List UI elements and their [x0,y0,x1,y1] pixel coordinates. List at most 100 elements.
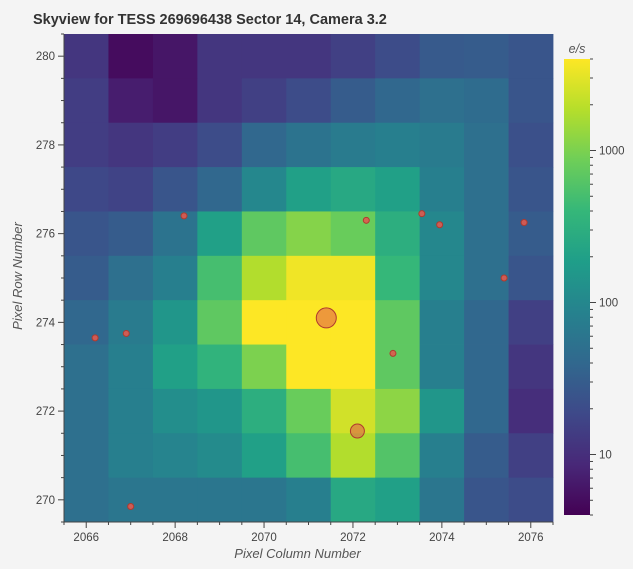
heatmap-cell [197,477,243,523]
chart-title: Skyview for TESS 269696438 Sector 14, Ca… [33,12,387,28]
heatmap-cell [508,433,554,479]
heatmap-cell [419,433,465,479]
y-tick-label: 270 [36,495,55,507]
heatmap-cell [152,388,198,434]
heatmap-cell [464,344,509,390]
heatmap-cell [508,388,554,434]
x-axis: 2066 2068 2070 2072 2074 2076 [63,521,554,544]
heatmap-cell [197,255,243,301]
heatmap-cell [152,344,198,390]
heatmap-cell [64,167,109,212]
heatmap-cell [241,300,287,345]
heatmap-cell [375,477,421,523]
heatmap-cell [152,433,198,479]
heatmap-cell [64,388,109,434]
star-marker [315,307,337,329]
x-tick-label: 2066 [73,532,99,544]
heatmap-cell [330,34,376,79]
heatmap-cell [464,477,509,523]
star-marker [127,502,135,510]
heatmap-cell [419,388,465,434]
heatmap-cell [286,344,332,390]
plot-area [64,34,554,523]
heatmap-cell [330,122,376,168]
y-tick-label: 280 [36,51,55,63]
heatmap-cell [508,477,554,523]
heatmap-cell [286,433,332,479]
heatmap-cell [108,300,154,345]
y-tick-label: 278 [36,140,55,152]
heatmap-cell [464,78,509,124]
heatmap-cell [197,34,243,79]
heatmap-cell [419,344,465,390]
colorbar: e/s 10 100 1000 [564,42,625,516]
heatmap-cell [241,477,287,523]
heatmap-cell [197,300,243,345]
star-marker [91,334,99,342]
star-marker [362,216,370,224]
heatmap-cell [108,34,154,79]
x-tick-label: 2068 [162,532,188,544]
heatmap-cell [64,255,109,301]
heatmap-cell [64,122,109,168]
heatmap-cell [419,34,465,79]
heatmap-cell [152,167,198,212]
x-axis-label: Pixel Column Number [234,546,361,561]
heatmap-cell [152,255,198,301]
heatmap-cell [64,477,109,523]
heatmap-cell [464,388,509,434]
heatmap-cell [108,122,154,168]
colorbar-ticks: 10 100 1000 [590,58,625,516]
heatmap-cell [286,34,332,79]
heatmap-cell [241,167,287,212]
heatmap-cell [375,388,421,434]
x-tick-label: 2076 [518,532,544,544]
y-tick-label: 272 [36,406,55,418]
heatmap-cell [197,433,243,479]
heatmap-cell [508,255,554,301]
y-axis-label: Pixel Row Number [10,222,25,330]
heatmap-cell [108,388,154,434]
heatmap-cell [241,255,287,301]
heatmap-cell [108,211,154,257]
heatmap-cell [375,167,421,212]
x-tick-label: 2074 [429,532,455,544]
heatmap-cell [375,300,421,345]
heatmap-cell [464,300,509,345]
heatmap-cell [375,34,421,79]
star-marker [520,219,528,227]
heatmap-cell [375,255,421,301]
heatmap-cell [241,344,287,390]
heatmap-cell [286,122,332,168]
heatmap-cell [64,211,109,257]
heatmap-cell [241,433,287,479]
heatmap-cell [419,122,465,168]
heatmap-cell [375,211,421,257]
heatmap-cell [108,255,154,301]
heatmap-cell [108,78,154,124]
heatmap-cell [375,344,421,390]
heatmap-cell [330,167,376,212]
heatmap-cell [419,300,465,345]
colorbar-tick-label: 100 [599,298,618,310]
star-marker [180,212,188,220]
heatmap-cell [330,477,376,523]
heatmap-cell [330,433,376,479]
heatmap-cell [286,211,332,257]
heatmap-cell [286,78,332,124]
heatmap-cell [152,122,198,168]
heatmap-cell [330,344,376,390]
heatmap-cell [508,344,554,390]
heatmap-cell [330,78,376,124]
heatmap-cell [464,211,509,257]
heatmap-cell [197,78,243,124]
heatmap-cell [419,167,465,212]
heatmap-cell [197,167,243,212]
heatmap-cell [241,78,287,124]
heatmap-cell [375,433,421,479]
heatmap-cell [508,167,554,212]
heatmap-cell [241,34,287,79]
heatmap-cell [419,211,465,257]
